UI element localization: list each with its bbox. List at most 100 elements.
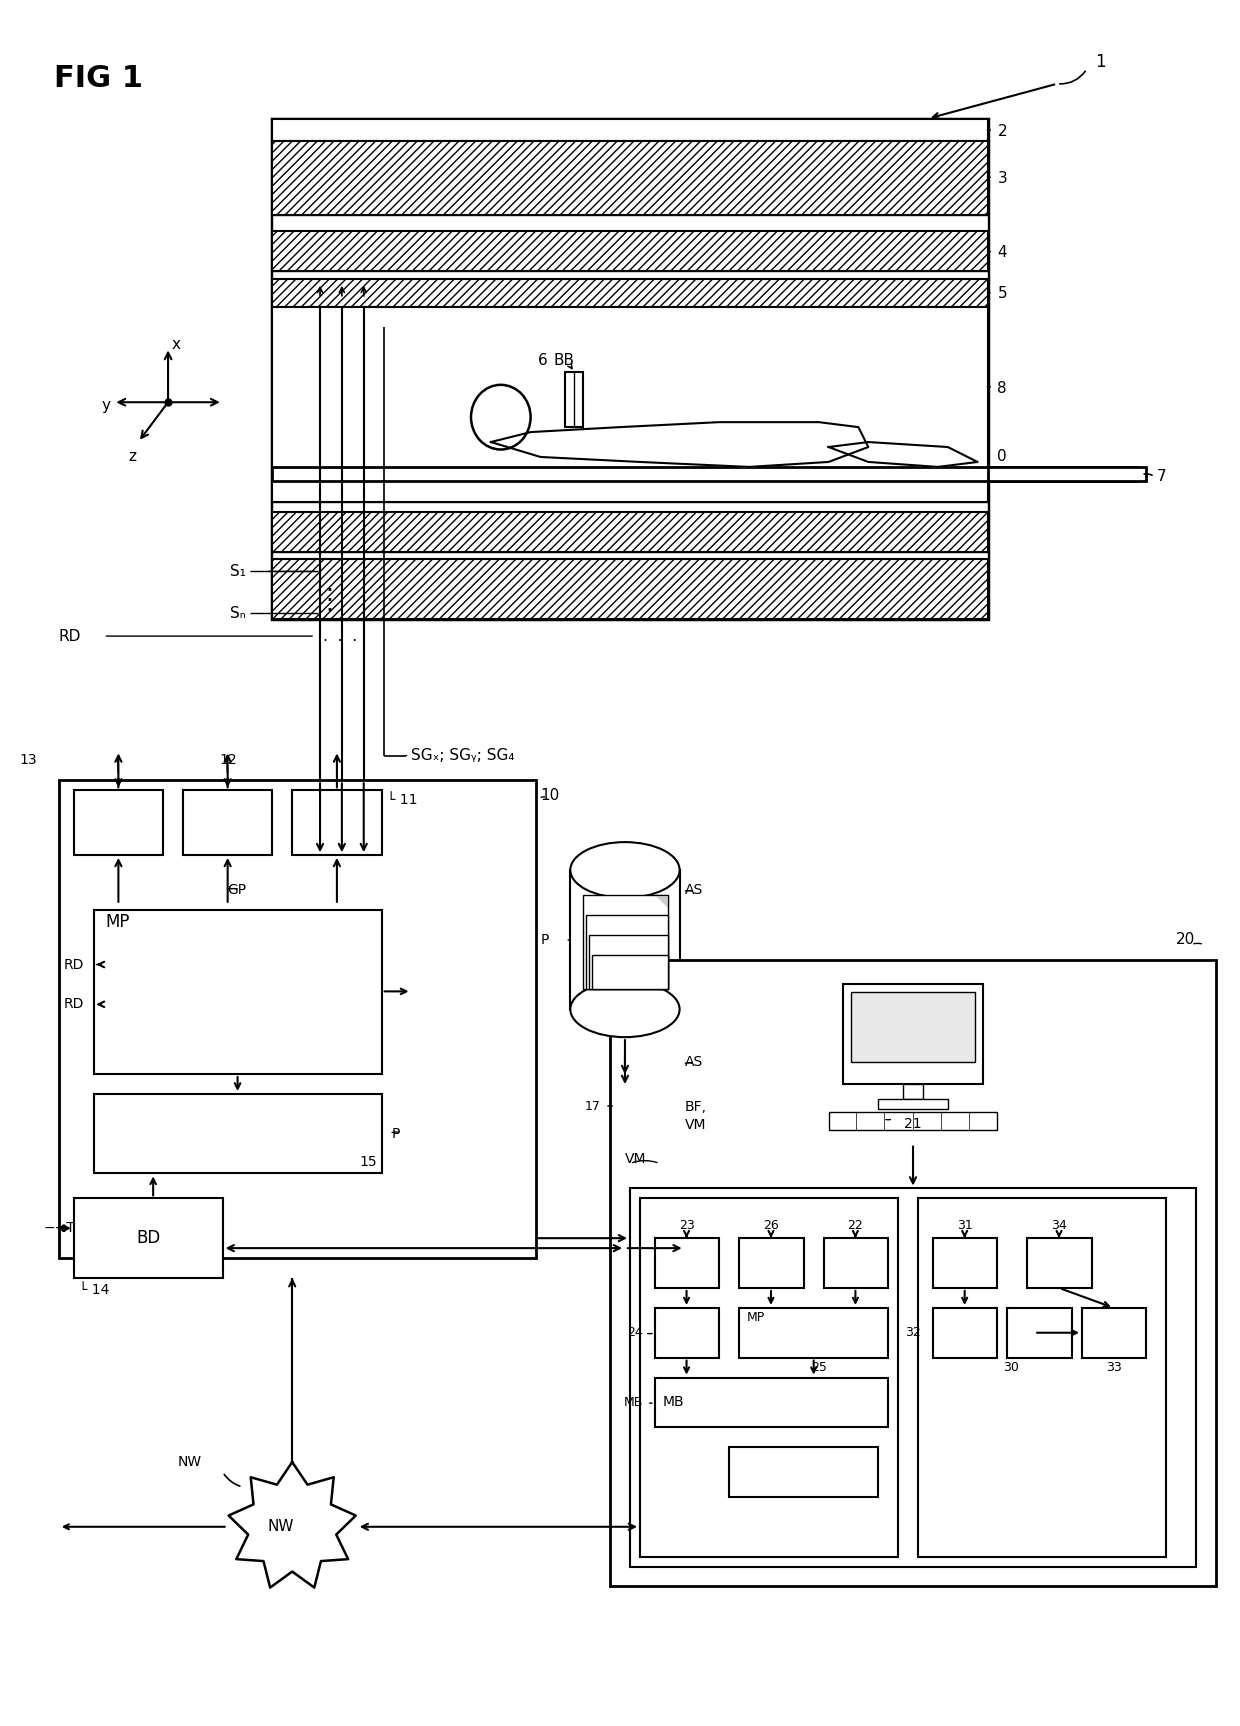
Bar <box>273 119 987 620</box>
Text: MP: MP <box>748 1312 765 1324</box>
Ellipse shape <box>570 842 680 898</box>
Bar <box>273 140 987 216</box>
Text: AS: AS <box>684 1055 703 1068</box>
Text: NW: NW <box>179 1455 202 1469</box>
Text: GP: GP <box>228 884 247 898</box>
Text: └ 11: └ 11 <box>387 794 417 808</box>
Bar <box>273 307 987 502</box>
Text: z: z <box>128 449 136 464</box>
Text: −−T: −−T <box>43 1222 76 1236</box>
Bar <box>739 1308 888 1358</box>
Text: SGₓ; SGᵧ; SG₄: SGₓ; SGᵧ; SG₄ <box>412 747 515 763</box>
Text: AS: AS <box>684 884 703 898</box>
Text: 31: 31 <box>957 1219 972 1232</box>
Text: BB: BB <box>553 352 574 368</box>
Bar <box>729 1446 878 1496</box>
Text: RD: RD <box>63 998 84 1011</box>
Text: MB: MB <box>662 1395 684 1410</box>
Text: 24: 24 <box>627 1326 642 1339</box>
Text: P: P <box>392 1127 401 1141</box>
Bar <box>589 935 667 989</box>
Text: S₁: S₁ <box>229 564 246 578</box>
Polygon shape <box>228 1462 356 1588</box>
Bar <box>828 1112 997 1131</box>
Bar <box>273 271 987 280</box>
Bar <box>273 559 987 620</box>
Text: RD: RD <box>58 628 81 644</box>
Bar <box>932 1308 997 1358</box>
Text: 8: 8 <box>997 381 1007 395</box>
Bar <box>655 1308 719 1358</box>
Text: 13: 13 <box>19 754 37 768</box>
Bar <box>293 791 382 854</box>
Text: 15: 15 <box>360 1155 377 1169</box>
Text: 26: 26 <box>763 1219 779 1232</box>
Polygon shape <box>491 423 868 468</box>
Polygon shape <box>656 894 667 906</box>
Text: └ 14: └ 14 <box>78 1282 109 1296</box>
Text: 30: 30 <box>1003 1362 1019 1374</box>
Text: 21: 21 <box>904 1117 921 1131</box>
Text: 3: 3 <box>997 171 1007 186</box>
Bar <box>823 1238 888 1288</box>
Text: BD: BD <box>136 1229 160 1248</box>
Text: 16: 16 <box>615 842 632 858</box>
Bar <box>843 984 982 1084</box>
Bar <box>73 791 164 854</box>
Bar <box>878 1099 947 1108</box>
Bar <box>630 1189 1197 1567</box>
Text: FIG 1: FIG 1 <box>53 64 143 93</box>
Bar <box>1081 1308 1147 1358</box>
Bar <box>593 954 667 989</box>
Text: ·  ·  ·: · · · <box>322 633 357 649</box>
Bar <box>273 511 987 552</box>
Bar <box>1007 1308 1071 1358</box>
Text: x: x <box>172 337 181 352</box>
Bar <box>587 915 667 989</box>
Bar <box>273 502 987 511</box>
Ellipse shape <box>570 982 680 1037</box>
Text: 4: 4 <box>997 245 1007 261</box>
Text: 20: 20 <box>1177 932 1195 948</box>
Text: 2: 2 <box>997 124 1007 140</box>
Bar <box>640 1198 898 1557</box>
Text: 1: 1 <box>1095 54 1105 71</box>
Text: 22: 22 <box>847 1219 863 1232</box>
Bar <box>273 119 987 140</box>
Bar <box>655 1238 719 1288</box>
Bar <box>987 468 1147 482</box>
Bar <box>184 791 273 854</box>
Text: 10: 10 <box>541 787 559 803</box>
Text: BF,: BF, <box>684 1099 707 1113</box>
Text: ·: · <box>325 589 334 613</box>
Text: 7: 7 <box>1157 469 1166 485</box>
Bar <box>739 1238 804 1288</box>
Bar <box>610 960 1216 1586</box>
Bar <box>1027 1238 1091 1288</box>
Ellipse shape <box>471 385 531 449</box>
Text: VM: VM <box>625 1151 646 1165</box>
Text: MP: MP <box>105 913 130 930</box>
Bar <box>273 231 987 271</box>
Text: 12: 12 <box>219 754 237 768</box>
Bar <box>570 870 680 1010</box>
Bar <box>565 373 583 426</box>
Text: VM: VM <box>684 1118 706 1132</box>
Bar <box>93 1094 382 1174</box>
Bar <box>583 894 667 989</box>
Text: 5: 5 <box>997 287 1007 302</box>
Text: Sₙ: Sₙ <box>229 606 246 621</box>
Text: 17: 17 <box>584 1099 600 1113</box>
Bar <box>273 468 1137 482</box>
Bar <box>852 992 975 1061</box>
Text: 33: 33 <box>1106 1362 1121 1374</box>
Text: ·: · <box>325 599 334 623</box>
Bar <box>273 280 987 307</box>
Text: ·: · <box>325 580 334 604</box>
Text: NW: NW <box>267 1519 294 1534</box>
Bar <box>73 1198 223 1277</box>
Text: 23: 23 <box>678 1219 694 1232</box>
Text: 32: 32 <box>905 1326 921 1339</box>
Text: y: y <box>102 397 110 413</box>
Bar <box>918 1198 1167 1557</box>
